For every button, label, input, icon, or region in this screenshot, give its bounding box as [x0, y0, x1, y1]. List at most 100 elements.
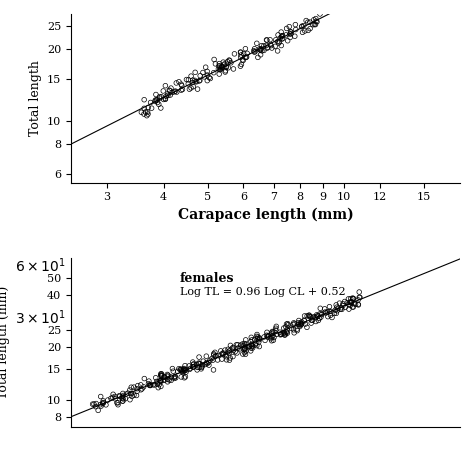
Point	[345, 295, 352, 303]
Point	[140, 105, 148, 112]
Point	[280, 328, 288, 336]
Point	[249, 342, 256, 350]
Point	[215, 62, 223, 70]
Point	[242, 54, 250, 61]
Point	[190, 364, 197, 371]
Point	[153, 96, 161, 103]
Point	[157, 377, 164, 384]
Point	[118, 393, 126, 401]
Point	[107, 394, 115, 402]
Point	[327, 308, 335, 315]
Point	[194, 364, 201, 371]
Point	[286, 30, 294, 38]
Point	[160, 96, 167, 103]
Point	[116, 392, 123, 400]
Point	[260, 46, 268, 54]
Point	[172, 87, 179, 95]
Point	[310, 16, 318, 24]
Point	[326, 308, 333, 315]
Point	[156, 93, 164, 100]
Point	[345, 301, 353, 309]
Point	[152, 374, 160, 382]
Point	[253, 342, 261, 349]
Point	[283, 25, 291, 32]
Point	[263, 36, 270, 44]
Point	[242, 340, 249, 348]
Point	[269, 332, 277, 339]
Point	[237, 54, 245, 61]
Point	[257, 51, 264, 59]
Point	[254, 333, 262, 341]
Point	[181, 374, 188, 382]
Point	[94, 407, 102, 414]
Point	[277, 330, 285, 338]
Point	[169, 365, 176, 373]
Point	[221, 60, 228, 68]
Point	[307, 313, 314, 320]
Point	[303, 324, 311, 331]
Point	[100, 397, 107, 405]
Point	[277, 34, 284, 42]
Point	[119, 397, 127, 405]
Point	[347, 299, 355, 307]
Point	[179, 86, 186, 93]
Point	[338, 306, 346, 313]
Point	[157, 377, 164, 384]
Point	[312, 314, 319, 322]
Point	[212, 352, 220, 359]
Point	[111, 392, 119, 400]
Point	[165, 86, 173, 94]
Point	[195, 360, 202, 367]
Point	[178, 82, 186, 90]
Point	[349, 295, 357, 302]
Point	[180, 365, 188, 373]
Point	[208, 355, 216, 362]
Point	[219, 349, 227, 357]
Point	[263, 45, 271, 52]
Point	[161, 376, 169, 384]
Point	[279, 32, 286, 39]
Point	[187, 365, 194, 372]
Point	[324, 313, 332, 320]
Point	[309, 313, 316, 321]
Point	[187, 73, 195, 80]
Point	[241, 349, 248, 356]
Point	[165, 376, 173, 384]
Point	[330, 310, 338, 317]
Point	[109, 391, 117, 398]
Point	[225, 64, 232, 72]
Point	[156, 94, 164, 102]
Point	[286, 34, 294, 41]
Point	[177, 81, 185, 88]
Point	[233, 341, 240, 348]
Point	[162, 82, 169, 90]
Point	[314, 312, 321, 319]
Point	[291, 329, 298, 337]
Point	[113, 399, 121, 407]
Point	[253, 333, 261, 340]
Point	[100, 399, 107, 407]
Point	[181, 366, 189, 374]
Point	[210, 55, 218, 63]
Point	[255, 343, 263, 350]
Point	[194, 85, 201, 93]
Point	[195, 353, 203, 361]
Point	[185, 76, 192, 83]
Point	[210, 350, 218, 357]
Point	[283, 329, 291, 337]
Point	[254, 54, 262, 61]
Point	[222, 67, 229, 74]
Point	[145, 377, 153, 385]
Point	[168, 89, 176, 96]
Point	[339, 300, 347, 308]
Point	[241, 344, 248, 352]
Point	[215, 65, 222, 73]
Point	[242, 350, 249, 358]
Point	[157, 104, 164, 112]
Point	[284, 37, 292, 45]
Point	[167, 84, 175, 92]
Point	[229, 353, 237, 360]
Point	[119, 397, 127, 405]
Point	[97, 393, 104, 401]
Point	[177, 86, 185, 94]
